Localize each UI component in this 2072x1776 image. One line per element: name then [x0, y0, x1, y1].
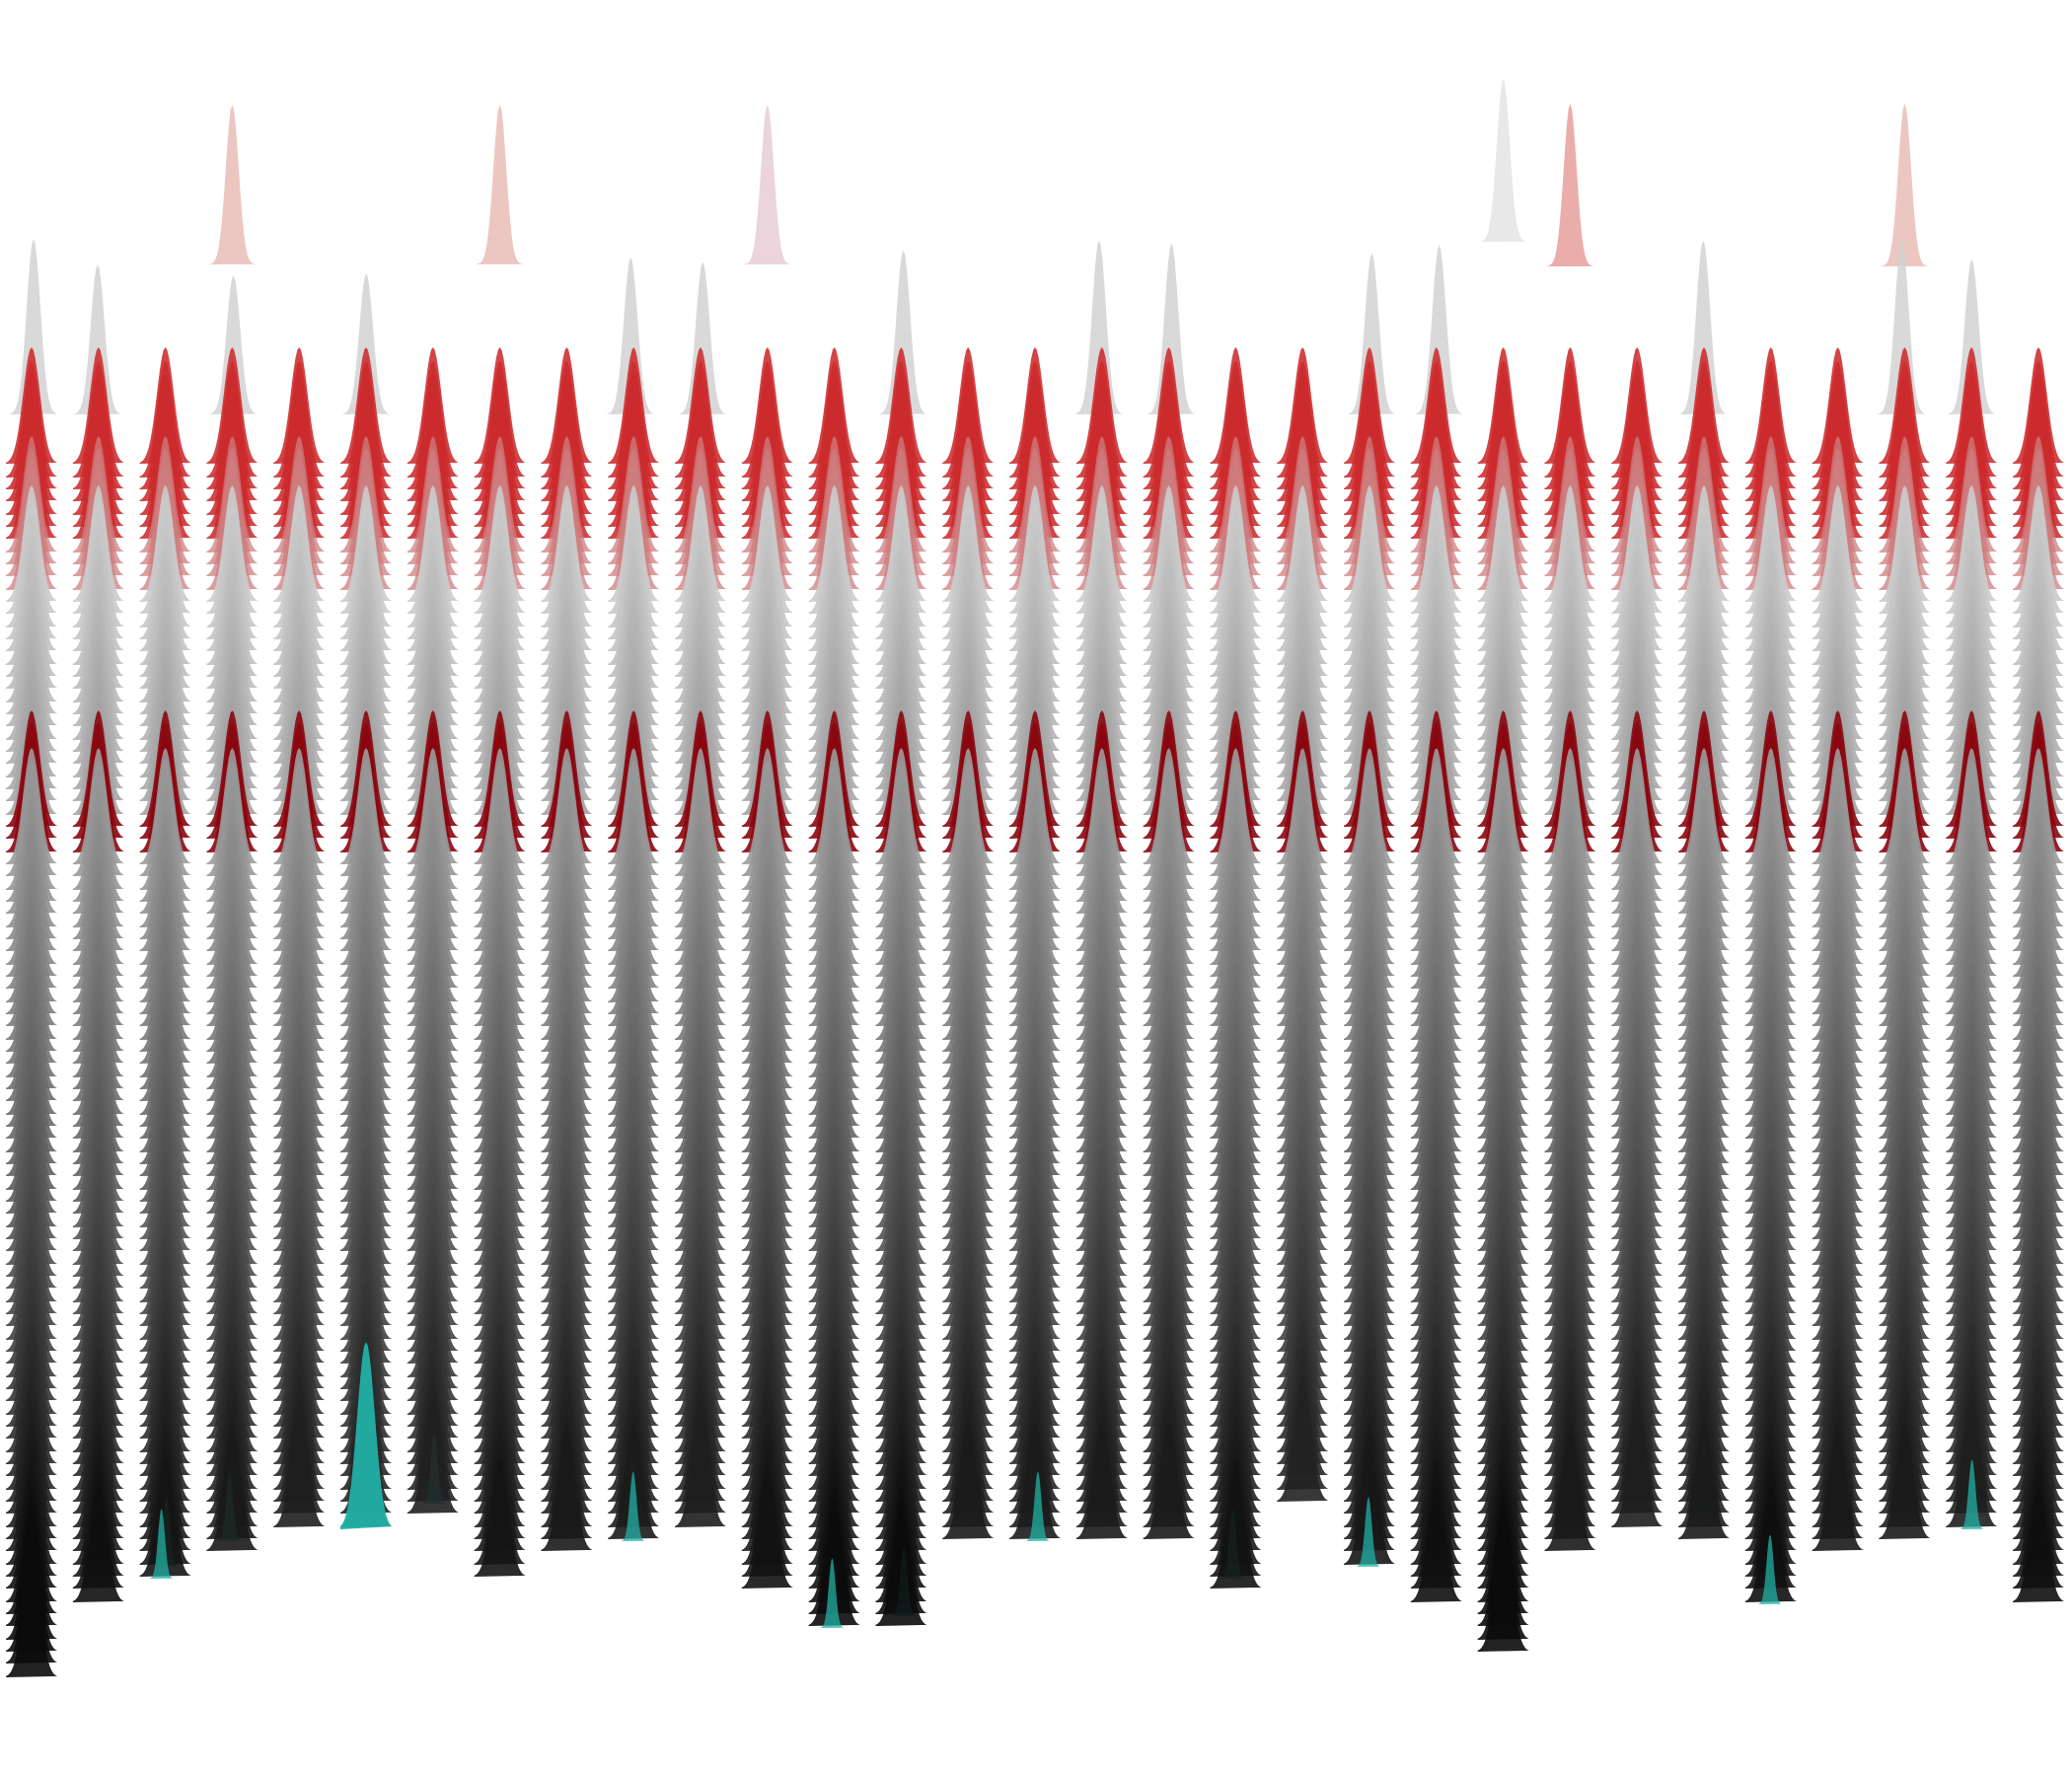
ridge-layer	[1210, 1472, 1262, 1589]
ridge-columns	[6, 238, 2064, 1677]
floating-peak	[476, 105, 524, 264]
ridge-column	[1477, 347, 1529, 1652]
accent-ridge	[149, 1509, 174, 1579]
ridge-layer	[474, 1460, 526, 1577]
ridge-column	[1678, 240, 1730, 1539]
floating-peak	[1881, 104, 1929, 266]
gray-peak	[879, 250, 927, 414]
gray-peak	[1415, 245, 1463, 414]
ridge-column	[1410, 245, 1463, 1602]
floating-peak	[743, 105, 791, 264]
gray-peak	[1074, 240, 1123, 414]
ridge-layer	[1477, 1535, 1529, 1652]
accent-ridge	[1757, 1534, 1782, 1604]
ridge-layer	[1410, 1486, 1462, 1602]
teal-peak	[340, 1342, 392, 1529]
ridge-column	[2013, 347, 2064, 1602]
accent-ridge	[1960, 1459, 1984, 1529]
gray-peak	[1679, 240, 1728, 414]
ridge-column	[1210, 347, 1262, 1589]
ridge-column	[1143, 243, 1196, 1539]
ridge-column	[1277, 347, 1329, 1502]
ridge-layer	[541, 1435, 593, 1551]
ridge-column	[273, 347, 326, 1527]
floating-peaks	[208, 79, 1929, 266]
ridge-layer	[1075, 1423, 1128, 1539]
ridge-layer	[875, 1510, 927, 1626]
ridge-column	[541, 347, 593, 1551]
ridge-column	[72, 264, 124, 1602]
ridge-column	[1544, 347, 1596, 1551]
ridge-layer	[1678, 1423, 1730, 1539]
ridge-layer	[741, 1472, 793, 1589]
ridge-column	[607, 257, 660, 1541]
ridge-layer	[1544, 1435, 1596, 1551]
ridge-layer	[1009, 1423, 1061, 1539]
ridge-layer	[808, 1510, 860, 1626]
ridge-column	[875, 250, 927, 1626]
ridge-column	[139, 347, 191, 1579]
ridge-column	[474, 347, 526, 1577]
ridge-layer	[1277, 1385, 1329, 1502]
gray-peak	[1147, 243, 1196, 414]
accent-ridge	[820, 1558, 845, 1628]
gray-peak	[607, 257, 655, 414]
ridge-column	[1812, 347, 1864, 1551]
ridge-column	[1878, 238, 1931, 1539]
ridge-layer	[72, 1486, 124, 1602]
ridge-layer	[139, 1460, 191, 1577]
ridge-column	[6, 239, 57, 1677]
ridge-column	[1611, 347, 1664, 1527]
ridge-column	[1744, 347, 1797, 1604]
gray-peak	[209, 275, 258, 414]
ridge-layer	[2013, 1486, 2064, 1602]
ridge-layer	[6, 1561, 57, 1677]
gray-peak	[73, 264, 121, 414]
gray-peak	[1878, 238, 1926, 414]
ridge-layer	[1812, 1435, 1864, 1551]
gray-peak	[1348, 253, 1396, 414]
ridge-column	[1946, 259, 1998, 1529]
ridge-column	[206, 275, 259, 1551]
floating-peak	[208, 105, 257, 264]
gray-peak	[342, 273, 391, 414]
ridge-column	[942, 347, 995, 1539]
ridge-layer	[273, 1411, 326, 1527]
ridge-layer	[206, 1435, 259, 1551]
ridge-column	[1344, 253, 1396, 1567]
ridge-layer	[1611, 1411, 1664, 1527]
accent-ridge	[1356, 1497, 1380, 1567]
gray-peak	[1948, 259, 1996, 414]
ridge-column	[340, 273, 392, 1529]
accent-ridge	[1025, 1471, 1050, 1541]
accent-ridge	[621, 1471, 645, 1541]
ridge-column	[1009, 347, 1061, 1541]
ridge-column	[675, 261, 727, 1527]
ridge-layer	[1143, 1423, 1195, 1539]
gray-peak	[10, 239, 57, 414]
ridge-column	[1074, 240, 1128, 1539]
gray-peak	[679, 261, 727, 414]
ridge-layer	[942, 1423, 995, 1539]
floating-peak	[1479, 79, 1527, 242]
floating-peak	[1546, 104, 1594, 266]
ridge-layer	[407, 1397, 459, 1514]
ridge-column	[808, 347, 860, 1628]
ridge-layer	[1879, 1423, 1931, 1539]
ridge-column	[407, 347, 459, 1514]
ridge-column	[741, 347, 793, 1589]
ridge-layer	[675, 1411, 726, 1527]
